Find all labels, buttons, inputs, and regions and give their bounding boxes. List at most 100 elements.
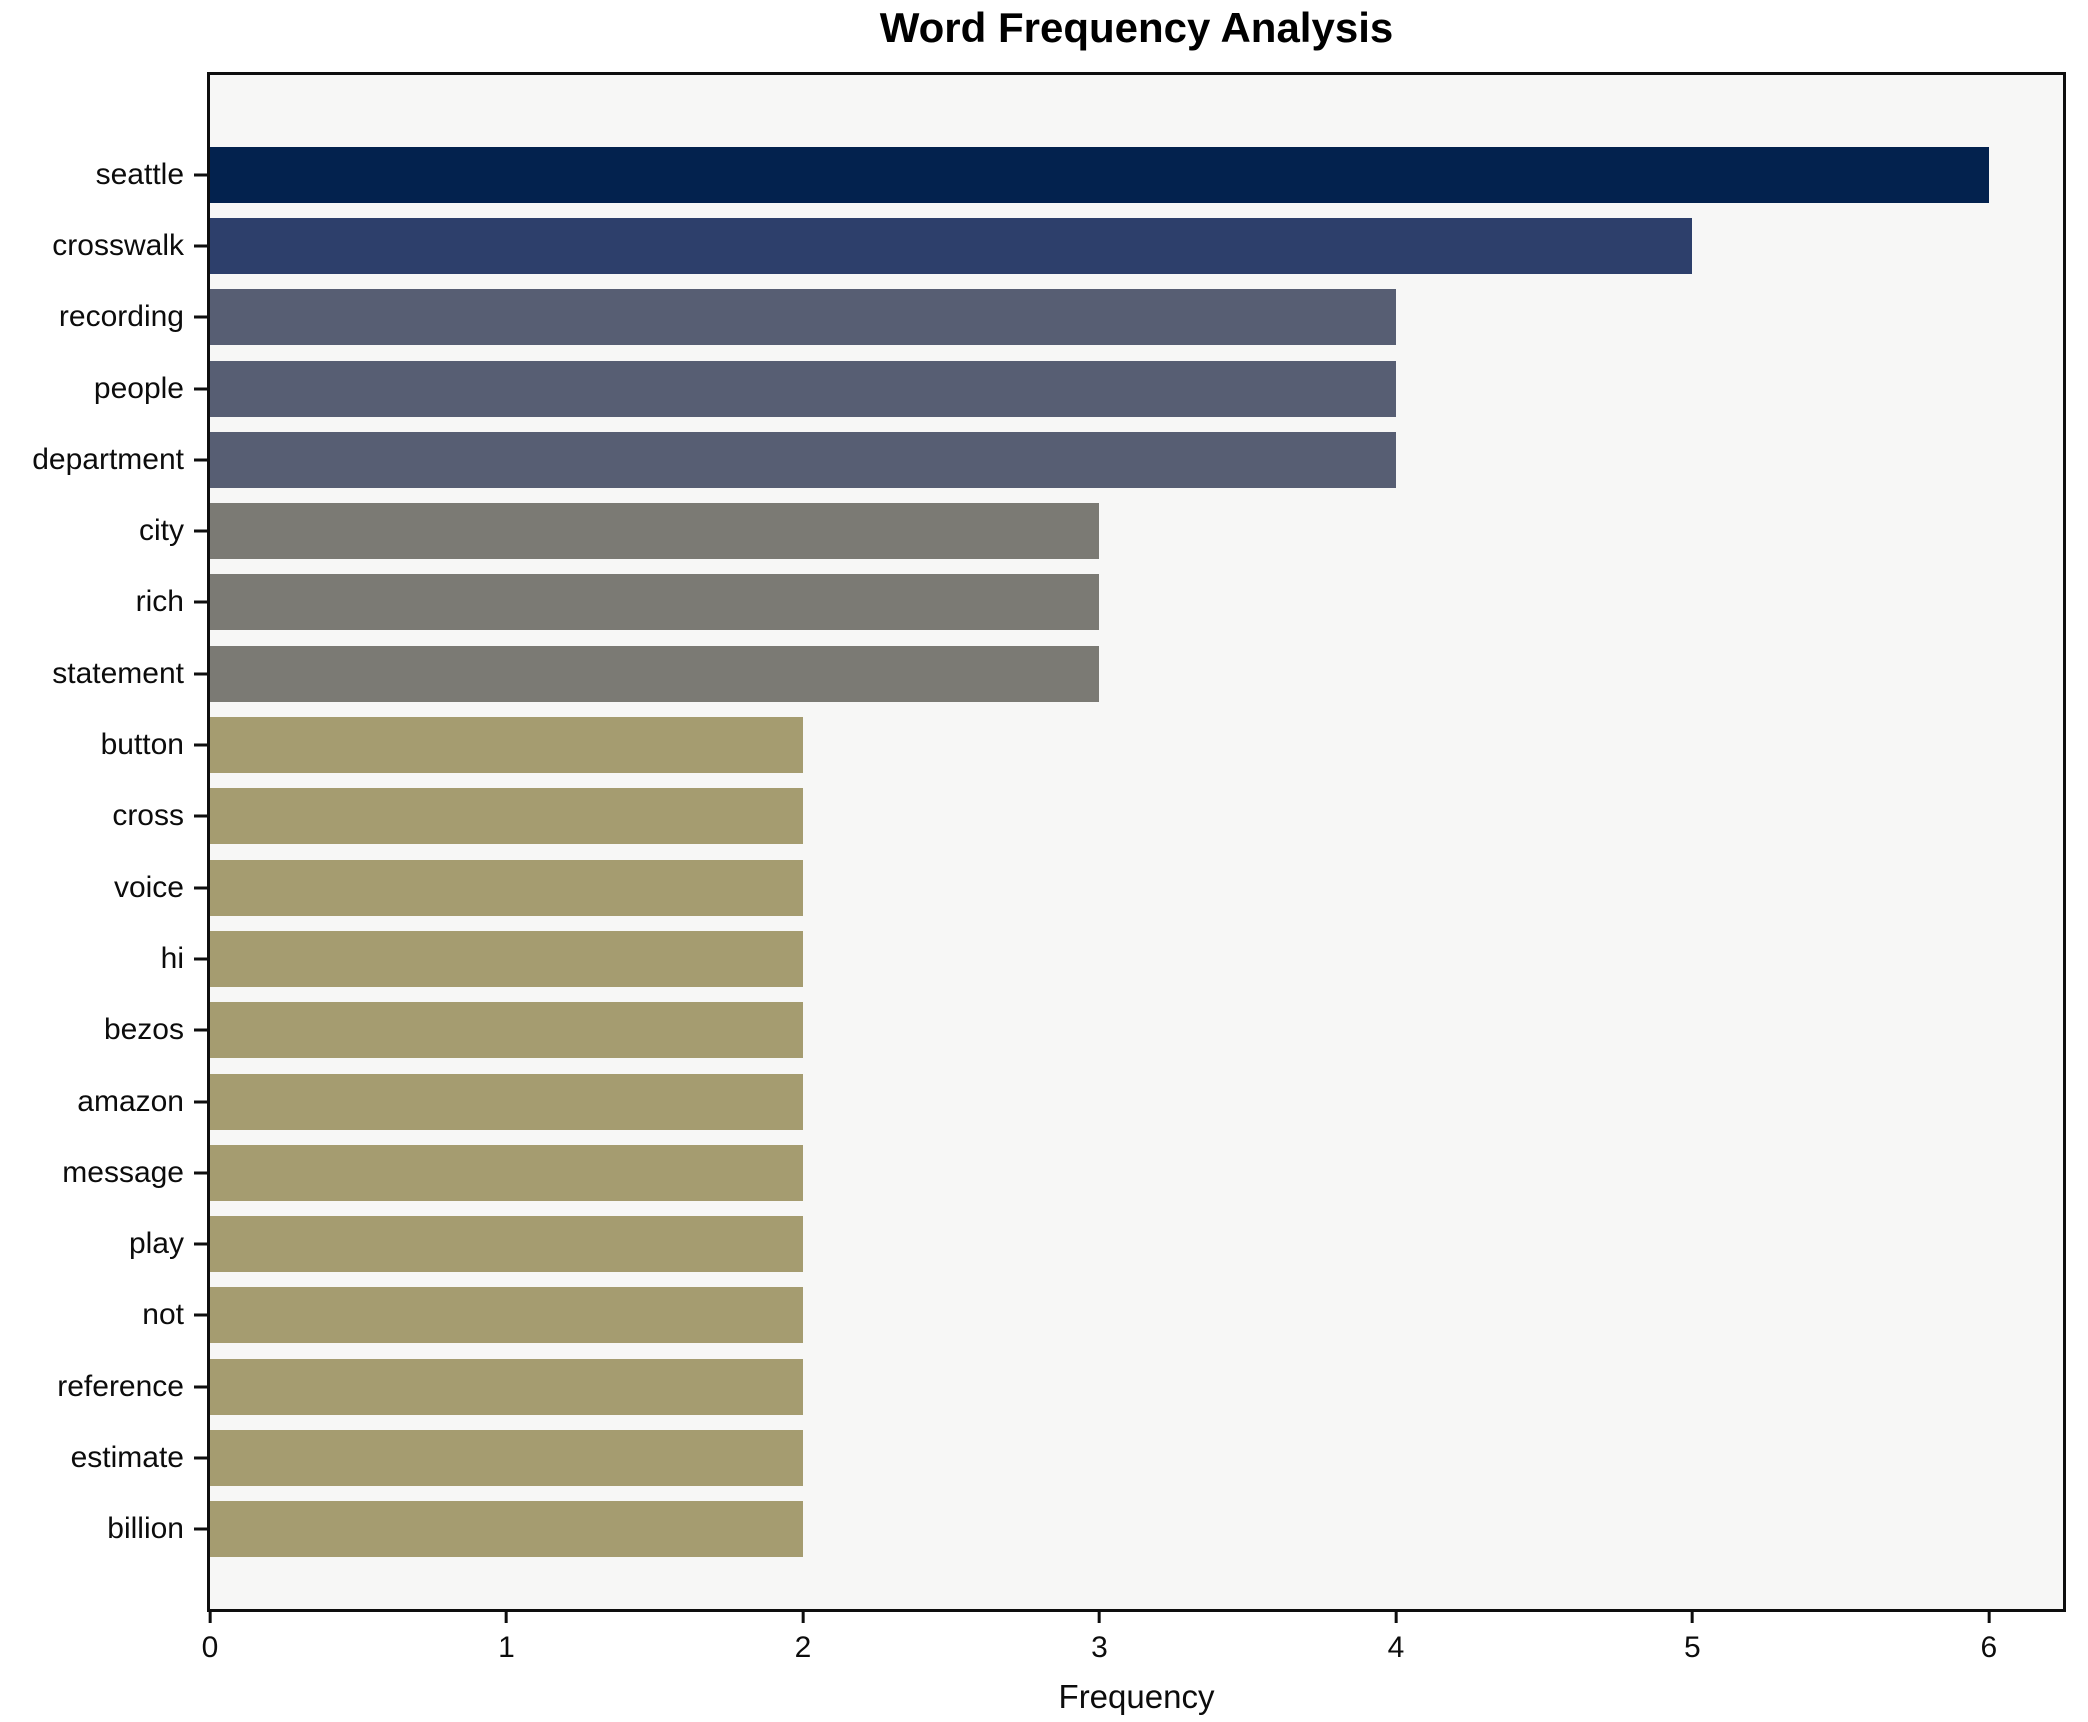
y-tick-mark (194, 886, 207, 890)
x-tick: 6 (1980, 1609, 1998, 1665)
y-tick-label: play (128, 1227, 184, 1261)
bar-row: seattle (96, 139, 2063, 210)
bar-row: bezos (104, 995, 2063, 1066)
x-tick: 4 (1387, 1609, 1405, 1665)
bar-row: rich (136, 567, 2063, 638)
bars-container: seattle crosswalk recording people departmen… (32, 75, 2063, 1609)
x-tick-mark (1987, 1609, 1991, 1623)
bar (210, 1501, 803, 1558)
bar (210, 431, 1396, 488)
bar-row: statement (52, 638, 2063, 709)
bar (210, 859, 803, 916)
y-tick-label: voice (113, 870, 184, 904)
y-tick-label: message (62, 1155, 184, 1189)
y-tick-mark (194, 600, 207, 604)
x-tick-mark (504, 1609, 508, 1623)
y-tick-mark (194, 387, 207, 391)
y-tick-label: recording (58, 300, 184, 334)
bar-row: not (142, 1280, 2063, 1351)
y-tick-mark (194, 173, 207, 177)
bar (210, 146, 1989, 203)
bar (210, 1002, 803, 1059)
bar-row: message (62, 1137, 2063, 1208)
x-tick-label: 6 (1980, 1631, 1998, 1664)
y-tick-label: estimate (70, 1440, 184, 1474)
bar-row: billion (107, 1494, 2063, 1565)
y-tick-mark (194, 1527, 207, 1531)
chart-title: Word Frequency Analysis (879, 4, 1394, 51)
y-tick-mark (194, 458, 207, 462)
x-axis-label: Frequency (1058, 1678, 1215, 1715)
bar (210, 1144, 803, 1201)
plot-area: seattle crosswalk recording people departmen… (32, 72, 2066, 1664)
x-tick-label: 3 (1091, 1631, 1108, 1664)
y-tick-mark (194, 814, 207, 818)
x-tick-label: 1 (498, 1631, 515, 1664)
bar (210, 574, 1100, 631)
y-tick-label: department (32, 442, 184, 476)
y-tick-label: hi (160, 941, 184, 975)
y-tick-label: city (139, 514, 184, 548)
y-tick-label: button (100, 728, 184, 762)
y-tick-label: bezos (103, 1013, 184, 1047)
bar-row: city (139, 495, 2063, 566)
x-tick: 0 (201, 1609, 219, 1665)
bar (210, 360, 1396, 417)
y-tick-mark (194, 743, 207, 747)
y-tick-mark (194, 1456, 207, 1460)
y-tick-mark (194, 315, 207, 319)
y-tick-mark (194, 1028, 207, 1032)
bar (210, 289, 1396, 346)
bar (210, 1429, 803, 1486)
bar-row: hi (161, 923, 2063, 994)
x-tick: 3 (1091, 1609, 1108, 1665)
bar (210, 503, 1100, 560)
bar-row: crosswalk (52, 210, 2063, 281)
x-tick-label: 5 (1684, 1631, 1701, 1664)
y-tick-mark (194, 1242, 207, 1246)
y-tick-label: rich (135, 585, 184, 619)
x-tick: 5 (1684, 1609, 1701, 1665)
x-tick-mark (801, 1609, 805, 1623)
bar-row: button (101, 709, 2063, 780)
bar-row: estimate (71, 1422, 2063, 1493)
x-tick-mark (208, 1609, 212, 1623)
y-tick-label: billion (107, 1512, 184, 1546)
y-tick-mark (194, 244, 207, 248)
y-tick-mark (194, 672, 207, 676)
y-tick-label: not (142, 1298, 184, 1332)
y-tick-mark (194, 529, 207, 533)
x-tick-mark (1394, 1609, 1398, 1623)
bar (210, 930, 803, 987)
y-tick-mark (194, 1313, 207, 1317)
x-tick-label: 4 (1387, 1631, 1405, 1664)
y-tick-label: statement (52, 656, 184, 690)
x-tick: 2 (795, 1609, 811, 1665)
y-tick-label: reference (57, 1369, 184, 1403)
y-tick-label: people (93, 371, 184, 405)
bar (210, 217, 1693, 274)
bar (210, 645, 1100, 702)
bar-row: voice (114, 852, 2063, 923)
y-tick-label: amazon (77, 1084, 184, 1118)
bar (210, 1216, 803, 1273)
y-tick-mark (194, 1171, 207, 1175)
y-tick-mark (194, 957, 207, 961)
bar-row: department (32, 424, 2063, 495)
bar (210, 1358, 803, 1415)
bar-row: cross (112, 781, 2063, 852)
bar (210, 788, 803, 845)
x-tick-mark (1097, 1609, 1101, 1623)
y-tick-label: seattle (95, 157, 184, 191)
y-tick-mark (194, 1385, 207, 1389)
y-tick-mark (194, 1100, 207, 1103)
bar-row: recording (59, 282, 2063, 353)
bar-row: amazon (77, 1066, 2063, 1137)
bar (210, 717, 803, 774)
bar (210, 1287, 803, 1344)
x-tick-mark (1690, 1609, 1694, 1623)
y-tick-label: crosswalk (52, 228, 184, 262)
x-tick-label: 0 (201, 1631, 219, 1664)
y-tick-label: cross (112, 799, 184, 833)
